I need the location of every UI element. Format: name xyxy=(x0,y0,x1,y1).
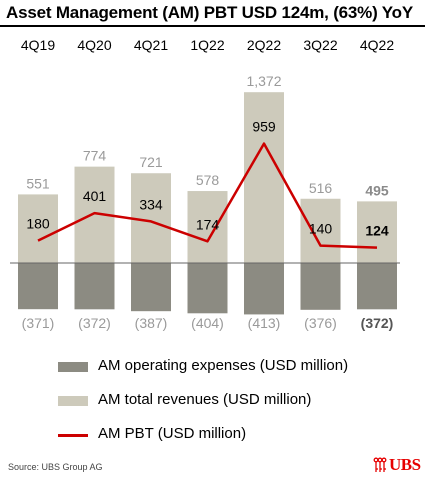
revenue-data-label: 721 xyxy=(139,154,163,170)
pbt-line xyxy=(37,142,378,249)
x-tick-label: 3Q22 xyxy=(303,37,337,53)
legend-label-revenues: AM total revenues (USD million) xyxy=(98,391,312,408)
expense-data-label: (372) xyxy=(78,315,111,331)
revenue-data-label: 551 xyxy=(26,175,50,191)
pbt-data-label: 959 xyxy=(252,119,276,135)
expense-bar xyxy=(300,263,341,310)
legend-label-expenses: AM operating expenses (USD million) xyxy=(98,357,349,374)
expense-bar xyxy=(187,263,228,314)
expense-data-label: (376) xyxy=(304,315,337,331)
legend-label-pbt: AM PBT (USD million) xyxy=(98,425,247,442)
expense-data-label: (413) xyxy=(248,315,281,331)
revenue-bar xyxy=(131,173,171,263)
pbt-data-label: 334 xyxy=(139,196,163,212)
expense-bar xyxy=(244,263,284,315)
x-tick-label: 4Q21 xyxy=(134,37,168,53)
ubs-logo: UBS xyxy=(372,455,422,475)
expense-data-label: (404) xyxy=(191,315,224,331)
expense-data-label: (371) xyxy=(22,315,55,331)
x-tick-label: 4Q22 xyxy=(360,37,394,53)
chart-plot-area: 4Q19 4Q20 4Q21 1Q22 2Q22 3Q22 4Q22 551 774 721 578… xyxy=(10,37,400,331)
pbt-data-label: 140 xyxy=(309,221,333,237)
revenue-bar xyxy=(300,198,341,263)
x-tick-label: 4Q20 xyxy=(77,37,111,53)
expense-data-label: (387) xyxy=(135,315,168,331)
legend-item-pbt: AM PBT (USD million) xyxy=(56,422,416,456)
pbt-data-label: 180 xyxy=(26,216,50,232)
chart-title: Asset Management (AM) PBT USD 124m, (63%… xyxy=(6,3,413,22)
expense-bar xyxy=(18,263,58,310)
revenue-data-label: 1,372 xyxy=(246,73,281,89)
legend-swatch-pbt xyxy=(58,434,88,437)
expense-bar xyxy=(357,263,397,310)
x-tick-label: 4Q19 xyxy=(21,37,55,53)
revenue-data-label: 774 xyxy=(83,148,107,164)
pbt-data-label: 401 xyxy=(83,188,107,204)
revenue-data-label: 516 xyxy=(309,180,333,196)
pbt-data-label: 174 xyxy=(196,216,220,232)
revenue-data-label: 578 xyxy=(196,172,220,188)
pbt-data-label: 124 xyxy=(365,223,389,239)
x-tick-label: 1Q22 xyxy=(190,37,224,53)
legend-swatch-revenues xyxy=(58,396,88,406)
title-rule xyxy=(0,25,425,27)
expense-bar xyxy=(74,263,115,310)
revenue-data-label: 495 xyxy=(365,182,389,198)
x-tick-label: 2Q22 xyxy=(247,37,281,53)
revenue-bar xyxy=(244,92,284,263)
legend-item-expenses: AM operating expenses (USD million) xyxy=(56,354,416,388)
expense-bar xyxy=(131,263,171,312)
legend-swatch-expenses xyxy=(58,362,88,372)
expense-data-label: (372) xyxy=(361,315,394,331)
ubs-keys-icon xyxy=(373,457,387,472)
revenue-bar xyxy=(357,201,397,263)
source-note: Source: UBS Group AG xyxy=(8,462,103,472)
revenue-bar xyxy=(18,194,58,263)
legend-item-revenues: AM total revenues (USD million) xyxy=(56,388,416,422)
revenue-bar xyxy=(187,191,228,263)
ubs-logo-text: UBS xyxy=(389,455,421,474)
chart-legend: AM operating expenses (USD million) AM t… xyxy=(56,354,416,456)
